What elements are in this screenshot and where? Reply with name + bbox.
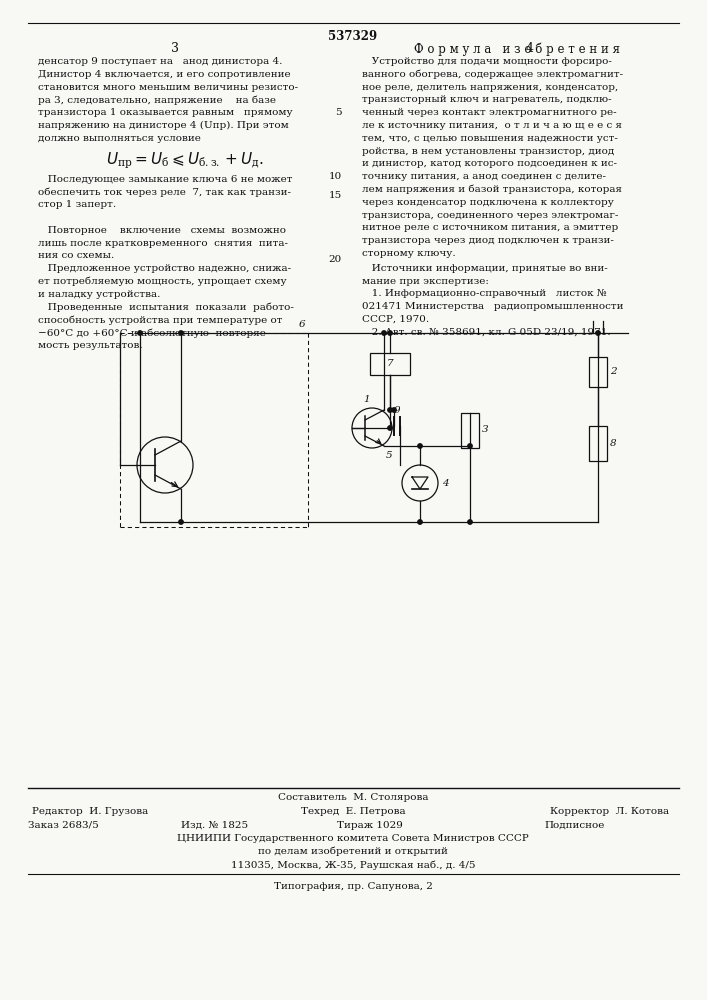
Text: Последующее замыкание ключа 6 не может: Последующее замыкание ключа 6 не может	[38, 175, 293, 184]
Circle shape	[382, 331, 386, 335]
Circle shape	[388, 331, 392, 335]
Text: Повторное    включение   схемы  возможно: Повторное включение схемы возможно	[38, 226, 286, 235]
Text: ченный через контакт электромагнитного ре-: ченный через контакт электромагнитного р…	[362, 108, 617, 117]
Text: Редактор  И. Грузова: Редактор И. Грузова	[32, 807, 148, 816]
Text: 15: 15	[329, 191, 342, 200]
Text: $U_{\mathregular{пр}} = U_{\mathregular{б}} \leqslant U_{\mathregular{б.з.}} + U: $U_{\mathregular{пр}} = U_{\mathregular{…	[106, 151, 264, 171]
Text: мание при экспертизе:: мание при экспертизе:	[362, 277, 489, 286]
Text: −60°C до +60°C и абсолютную  повторяе-: −60°C до +60°C и абсолютную повторяе-	[38, 328, 269, 338]
Text: напряжению на динисторе 4 (Uпр). При этом: напряжению на динисторе 4 (Uпр). При это…	[38, 121, 288, 130]
Text: Составитель  М. Столярова: Составитель М. Столярова	[278, 793, 428, 802]
Bar	[589, 426, 607, 460]
Text: ра 3, следовательно, напряжение    на базе: ра 3, следовательно, напряжение на базе	[38, 95, 276, 105]
Text: 5: 5	[386, 451, 392, 460]
Text: Устройство для подачи мощности форсиро-: Устройство для подачи мощности форсиро-	[362, 57, 612, 66]
Text: 2. Авт. св. № 358691, кл. G 05D 23/19, 1971.: 2. Авт. св. № 358691, кл. G 05D 23/19, 1…	[362, 328, 611, 337]
Text: Техред  Е. Петрова: Техред Е. Петрова	[300, 807, 405, 816]
Text: по делам изобретений и открытий: по делам изобретений и открытий	[258, 847, 448, 856]
Text: Проведенные  испытания  показали  работо-: Проведенные испытания показали работо-	[38, 303, 294, 312]
Text: денсатор 9 поступает на   анод динистора 4.: денсатор 9 поступает на анод динистора 4…	[38, 57, 282, 66]
Text: 10: 10	[329, 172, 342, 181]
Text: становится много меньшим величины резисто-: становится много меньшим величины резист…	[38, 83, 298, 92]
Text: Динистор 4 включается, и его сопротивление: Динистор 4 включается, и его сопротивлен…	[38, 70, 291, 79]
Text: обеспечить ток через реле  7, так как транзи-: обеспечить ток через реле 7, так как тра…	[38, 187, 291, 197]
Circle shape	[596, 331, 600, 335]
Bar	[461, 412, 479, 448]
Text: 3: 3	[482, 426, 489, 434]
Text: 021471 Министерства   радиопромышленности: 021471 Министерства радиопромышленности	[362, 302, 624, 311]
Text: 7: 7	[387, 360, 393, 368]
Text: 4: 4	[442, 479, 449, 488]
Text: способность устройства при температуре от: способность устройства при температуре о…	[38, 315, 283, 325]
Text: 1: 1	[363, 395, 370, 404]
Circle shape	[418, 444, 422, 448]
Circle shape	[392, 408, 396, 412]
Text: Предложенное устройство надежно, снижа-: Предложенное устройство надежно, снижа-	[38, 264, 291, 273]
Text: ет потребляемую мощность, упрощает схему: ет потребляемую мощность, упрощает схему	[38, 277, 286, 286]
Text: мость результатов.: мость результатов.	[38, 341, 143, 350]
Text: через конденсатор подключена к коллектору: через конденсатор подключена к коллектор…	[362, 198, 614, 207]
Text: транзистора через диод подключен к транзи-: транзистора через диод подключен к транз…	[362, 236, 614, 245]
Text: транзистора 1 оказывается равным   прямому: транзистора 1 оказывается равным прямому	[38, 108, 293, 117]
Text: 6: 6	[298, 320, 305, 329]
Text: ройства, в нем установлены транзистор, диод: ройства, в нем установлены транзистор, д…	[362, 147, 614, 156]
Text: ле к источнику питания,  о т л и ч а ю щ е е с я: ле к источнику питания, о т л и ч а ю щ …	[362, 121, 622, 130]
Circle shape	[138, 331, 142, 335]
Text: лем напряжения и базой транзистора, которая: лем напряжения и базой транзистора, кото…	[362, 185, 622, 194]
Text: стор 1 заперт.: стор 1 заперт.	[38, 200, 116, 209]
Text: Корректор  Л. Котова: Корректор Л. Котова	[551, 807, 670, 816]
Text: лишь после кратковременного  снятия  пита-: лишь после кратковременного снятия пита-	[38, 239, 288, 248]
Text: 1. Информационно-справочный   листок №: 1. Информационно-справочный листок №	[362, 289, 607, 298]
Text: ное реле, делитель напряжения, конденсатор,: ное реле, делитель напряжения, конденсат…	[362, 83, 618, 92]
Circle shape	[418, 520, 422, 524]
Text: ния со схемы.: ния со схемы.	[38, 251, 115, 260]
Text: Источники информации, принятые во вни-: Источники информации, принятые во вни-	[362, 264, 608, 273]
Bar	[589, 357, 607, 387]
Text: транзисторный ключ и нагреватель, подклю-: транзисторный ключ и нагреватель, подклю…	[362, 95, 612, 104]
Bar	[370, 353, 410, 375]
Text: 537329: 537329	[329, 30, 378, 43]
Text: 5: 5	[335, 108, 342, 117]
Text: Типография, пр. Сапунова, 2: Типография, пр. Сапунова, 2	[274, 882, 433, 891]
Text: должно выполняться условие: должно выполняться условие	[38, 134, 201, 143]
Text: Тираж 1029: Тираж 1029	[337, 821, 403, 830]
Text: Изд. № 1825: Изд. № 1825	[182, 821, 249, 830]
Text: 9: 9	[394, 406, 400, 415]
Text: и динистор, катод которого подсоединен к ис-: и динистор, катод которого подсоединен к…	[362, 159, 617, 168]
Text: ЦНИИПИ Государственного комитета Совета Министров СССР: ЦНИИПИ Государственного комитета Совета …	[177, 834, 529, 843]
Text: СССР, 1970.: СССР, 1970.	[362, 315, 429, 324]
Text: Ф о р м у л а   и з о б р е т е н и я: Ф о р м у л а и з о б р е т е н и я	[414, 42, 620, 55]
Text: 4: 4	[526, 42, 534, 55]
Text: тем, что, с целью повышения надежности уст-: тем, что, с целью повышения надежности у…	[362, 134, 618, 143]
Text: 8: 8	[610, 438, 617, 448]
Circle shape	[388, 408, 392, 412]
Circle shape	[179, 331, 183, 335]
Text: нитное реле с источником питания, а эмиттер: нитное реле с источником питания, а эмит…	[362, 223, 618, 232]
Circle shape	[388, 426, 392, 430]
Circle shape	[179, 520, 183, 524]
Text: транзистора, соединенного через электромаг-: транзистора, соединенного через электром…	[362, 211, 619, 220]
Circle shape	[468, 520, 472, 524]
Text: и наладку устройства.: и наладку устройства.	[38, 290, 160, 299]
Circle shape	[468, 444, 472, 448]
Text: сторному ключу.: сторному ключу.	[362, 249, 455, 258]
Text: точнику питания, а анод соединен с делите-: точнику питания, а анод соединен с делит…	[362, 172, 606, 181]
Text: ванного обогрева, содержащее электромагнит-: ванного обогрева, содержащее электромагн…	[362, 70, 623, 79]
Text: 20: 20	[329, 255, 342, 264]
Text: 2: 2	[610, 367, 617, 376]
Text: 3: 3	[171, 42, 179, 55]
Text: Заказ 2683/5: Заказ 2683/5	[28, 821, 98, 830]
Text: Подписное: Подписное	[545, 821, 605, 830]
Text: 113035, Москва, Ж-35, Раушская наб., д. 4/5: 113035, Москва, Ж-35, Раушская наб., д. …	[230, 860, 475, 869]
